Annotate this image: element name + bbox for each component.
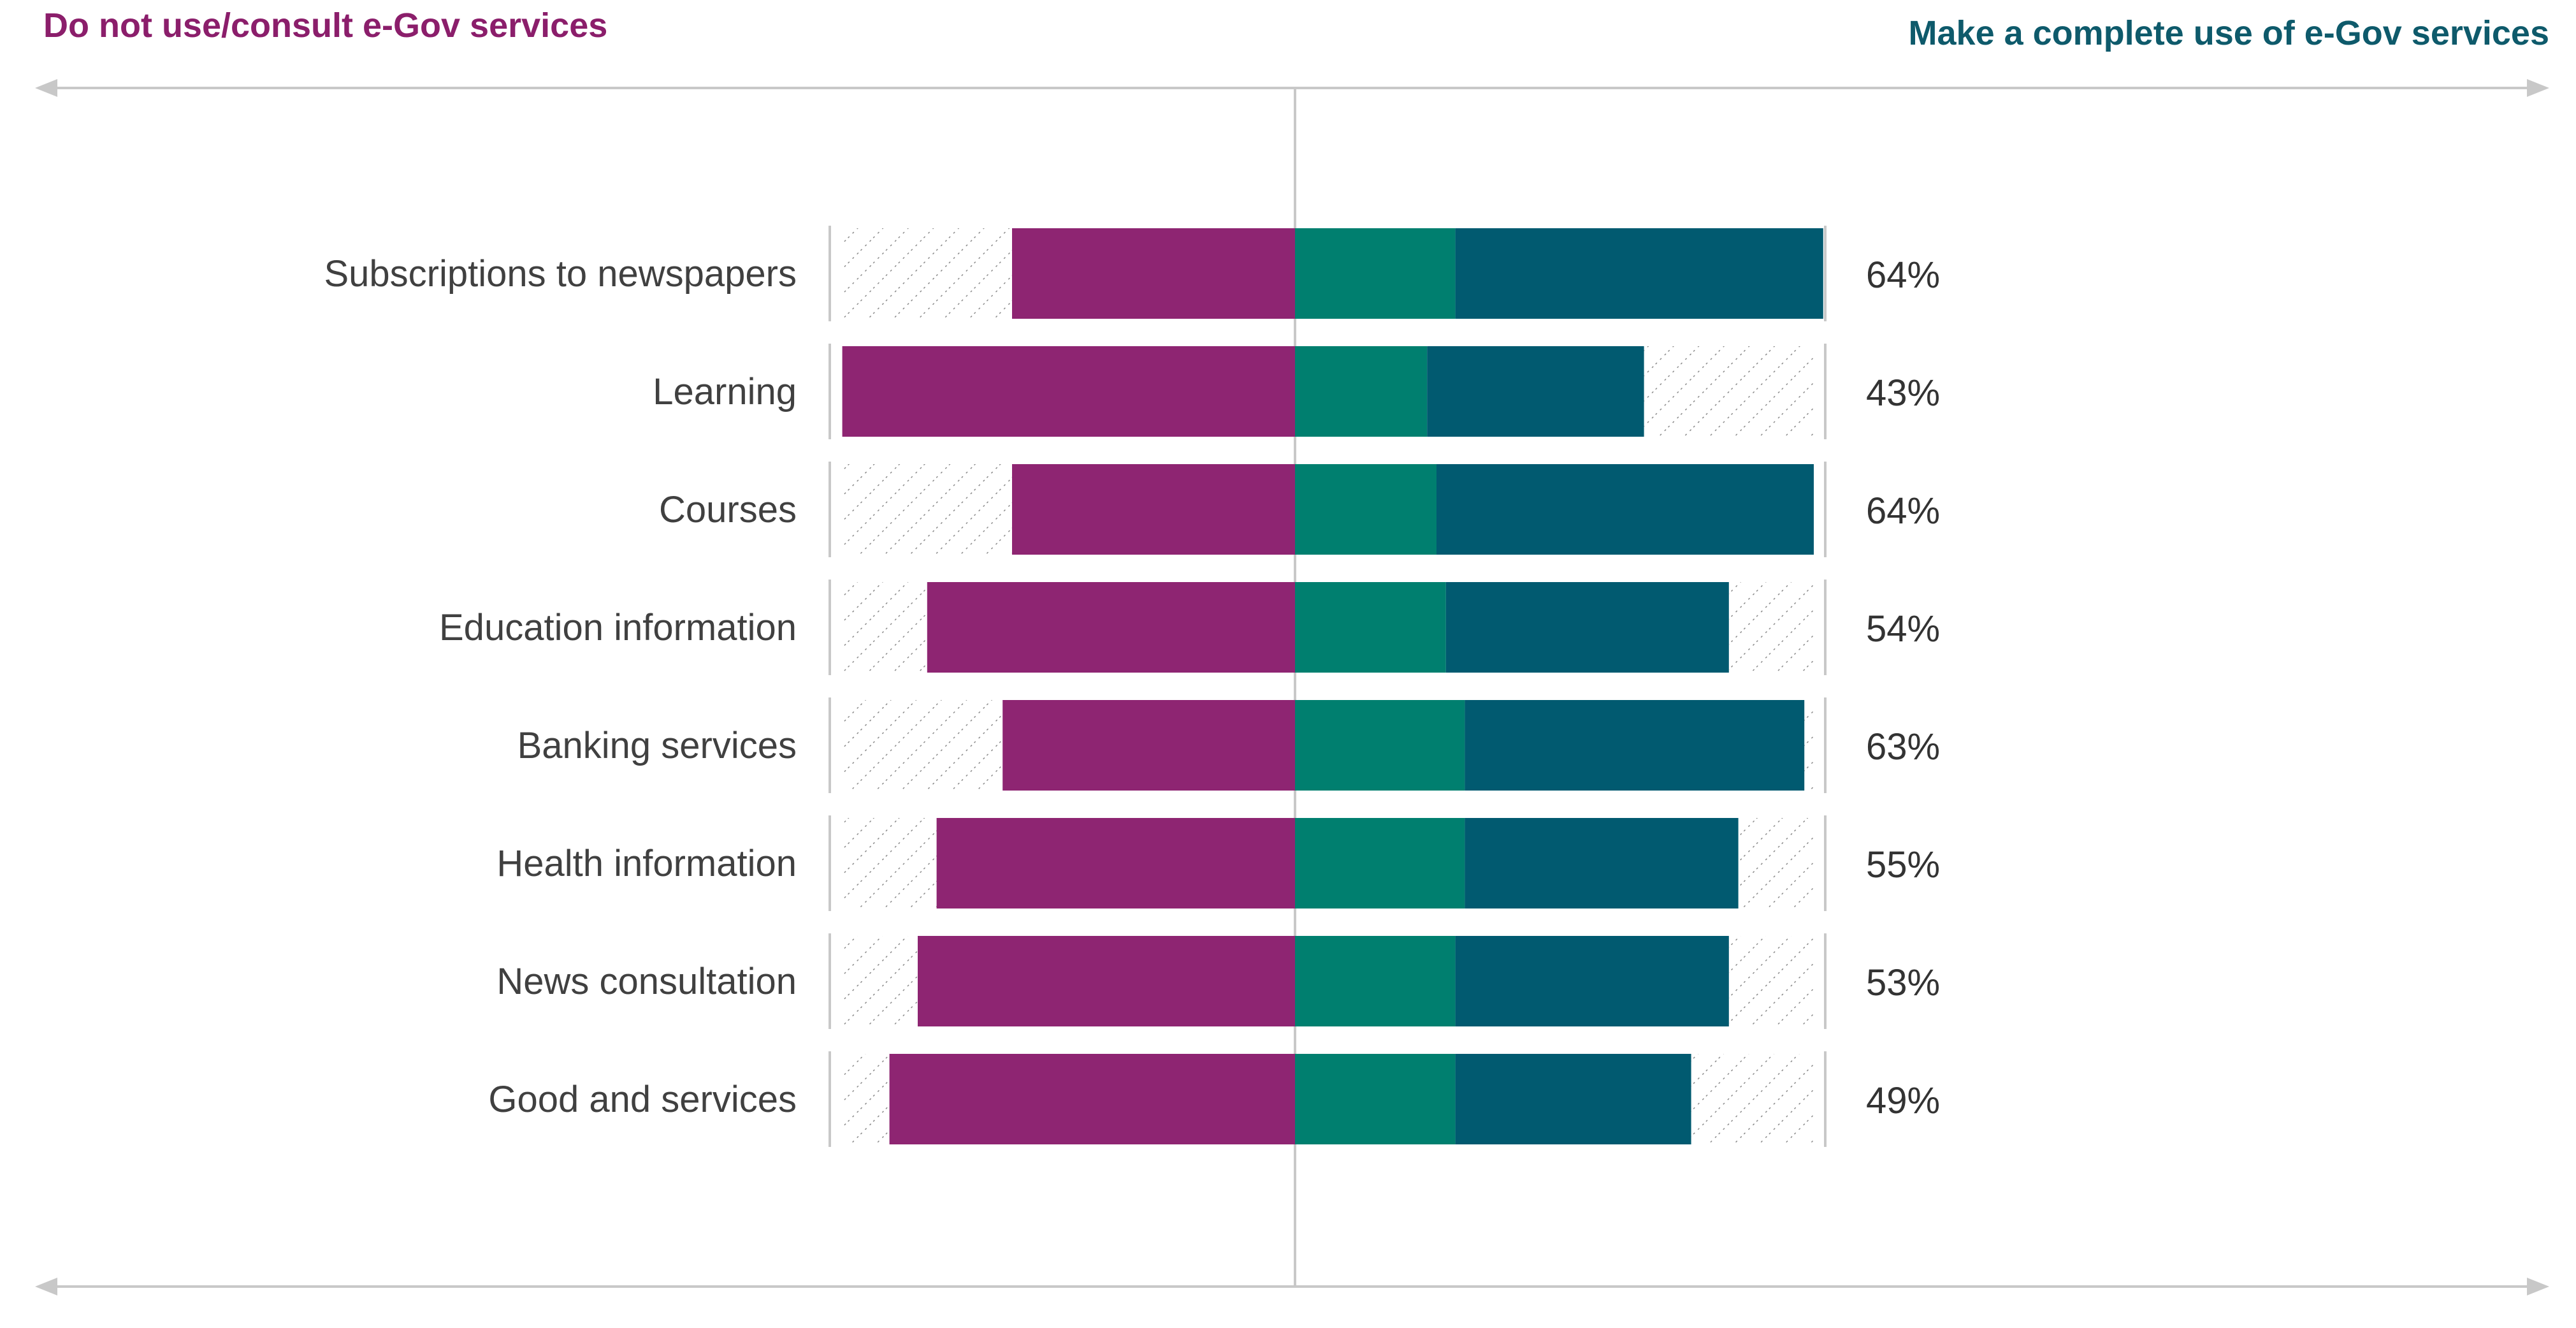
bar-teal xyxy=(1295,818,1465,908)
bar-teal xyxy=(1295,228,1456,319)
bar-teal xyxy=(1295,346,1428,437)
bar-dark-teal xyxy=(1455,228,1823,319)
bar-right-hatched xyxy=(1738,818,1814,908)
category-label: Education information xyxy=(439,607,797,648)
bar-dark-teal xyxy=(1455,1054,1691,1144)
bar-teal xyxy=(1295,464,1436,555)
percentage-labels: 64% 43% 64% 54% 63% 55% 53% 49% xyxy=(1866,254,1940,1121)
bar-purple xyxy=(936,818,1295,908)
value-label: 43% xyxy=(1866,372,1940,414)
bar-purple xyxy=(842,346,1295,437)
value-label: 64% xyxy=(1866,254,1940,296)
bar-left-hatched xyxy=(842,228,1012,319)
arrow-left-head xyxy=(35,79,57,97)
value-label: 63% xyxy=(1866,726,1940,768)
bar-dark-teal xyxy=(1445,582,1729,673)
value-label: 53% xyxy=(1866,962,1940,1003)
bar-left-hatched xyxy=(842,464,1012,555)
value-label: 55% xyxy=(1866,844,1940,886)
bar-dark-teal xyxy=(1436,464,1814,555)
bar-teal xyxy=(1295,582,1446,673)
bar-right-hatched xyxy=(1691,1054,1814,1144)
bar-teal xyxy=(1295,700,1465,791)
bar-purple xyxy=(889,1054,1295,1144)
bar-right-hatched xyxy=(1644,346,1814,437)
bar-purple xyxy=(1002,700,1295,791)
bar-purple xyxy=(927,582,1295,673)
category-label: News consultation xyxy=(496,961,797,1002)
bar-right-hatched xyxy=(1728,582,1814,673)
right-axis-title: Make a complete use of e-Gov services xyxy=(1909,14,2549,52)
bar-left-hatched xyxy=(842,818,937,908)
bars-group xyxy=(842,228,1823,1144)
bar-teal xyxy=(1295,1054,1456,1144)
value-label: 54% xyxy=(1866,608,1940,650)
bar-dark-teal xyxy=(1465,818,1739,908)
bar-left-hatched xyxy=(842,936,918,1026)
bar-purple xyxy=(1012,228,1295,319)
category-label: Subscriptions to newspapers xyxy=(324,253,797,295)
value-label: 49% xyxy=(1866,1080,1940,1121)
left-axis-title: Do not use/consult e-Gov services xyxy=(43,6,607,45)
bar-dark-teal xyxy=(1427,346,1644,437)
value-label: 64% xyxy=(1866,490,1940,532)
bar-left-hatched xyxy=(842,700,1003,791)
arrow-right-head xyxy=(2527,1278,2549,1295)
bar-left-hatched xyxy=(842,582,927,673)
bar-right-hatched xyxy=(1728,936,1814,1026)
bar-dark-teal xyxy=(1465,700,1805,791)
bar-teal xyxy=(1295,936,1456,1026)
bar-left-hatched xyxy=(842,1054,890,1144)
bar-right-hatched xyxy=(1804,700,1814,791)
category-label: Learning xyxy=(653,371,797,412)
bar-purple xyxy=(918,936,1295,1026)
category-label: Health information xyxy=(496,843,797,884)
arrow-right-head xyxy=(2527,79,2549,97)
bar-purple xyxy=(1012,464,1295,555)
category-labels: Subscriptions to newspapers Learning Cours… xyxy=(324,253,797,1120)
category-label: Courses xyxy=(659,489,797,530)
bar-dark-teal xyxy=(1455,936,1729,1026)
arrow-left-head xyxy=(35,1278,57,1295)
category-label: Good and services xyxy=(488,1079,797,1120)
direction-arrows xyxy=(35,79,2549,1295)
category-label: Banking services xyxy=(517,725,797,766)
